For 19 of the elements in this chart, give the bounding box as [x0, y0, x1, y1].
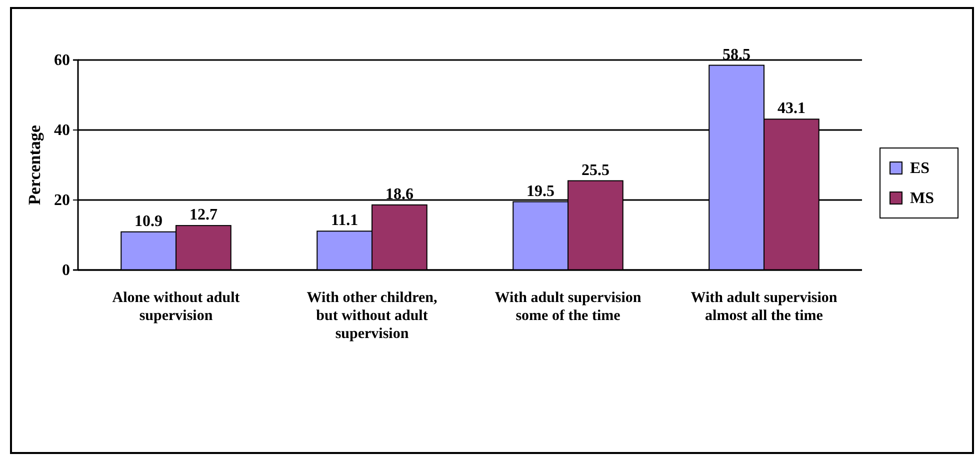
y-tick-label: 0 [62, 262, 70, 280]
data-label: 18.6 [385, 186, 414, 203]
x-tick-label: Alone without adult supervision [112, 290, 240, 324]
data-label: 11.1 [330, 212, 358, 230]
data-label: 19.5 [526, 182, 555, 200]
legend-label: MS [910, 190, 934, 207]
y-tick-label: 60 [54, 52, 70, 70]
legend-label: ES [910, 160, 930, 177]
data-label: 10.9 [134, 212, 163, 230]
x-tick-label: With adult supervision some of the time [494, 290, 642, 324]
data-label: 43.1 [777, 100, 806, 118]
x-tick-label: With other children, but without adult supervision [306, 290, 438, 342]
data-label: 58.5 [722, 46, 751, 64]
y-axis-title: Percentage [25, 124, 44, 205]
data-label: 12.7 [189, 206, 218, 224]
x-tick-label: With adult supervision almost all the time [690, 290, 838, 324]
data-label: 25.5 [581, 162, 610, 179]
y-tick-label: 40 [54, 122, 70, 140]
y-tick-label: 20 [54, 192, 70, 210]
